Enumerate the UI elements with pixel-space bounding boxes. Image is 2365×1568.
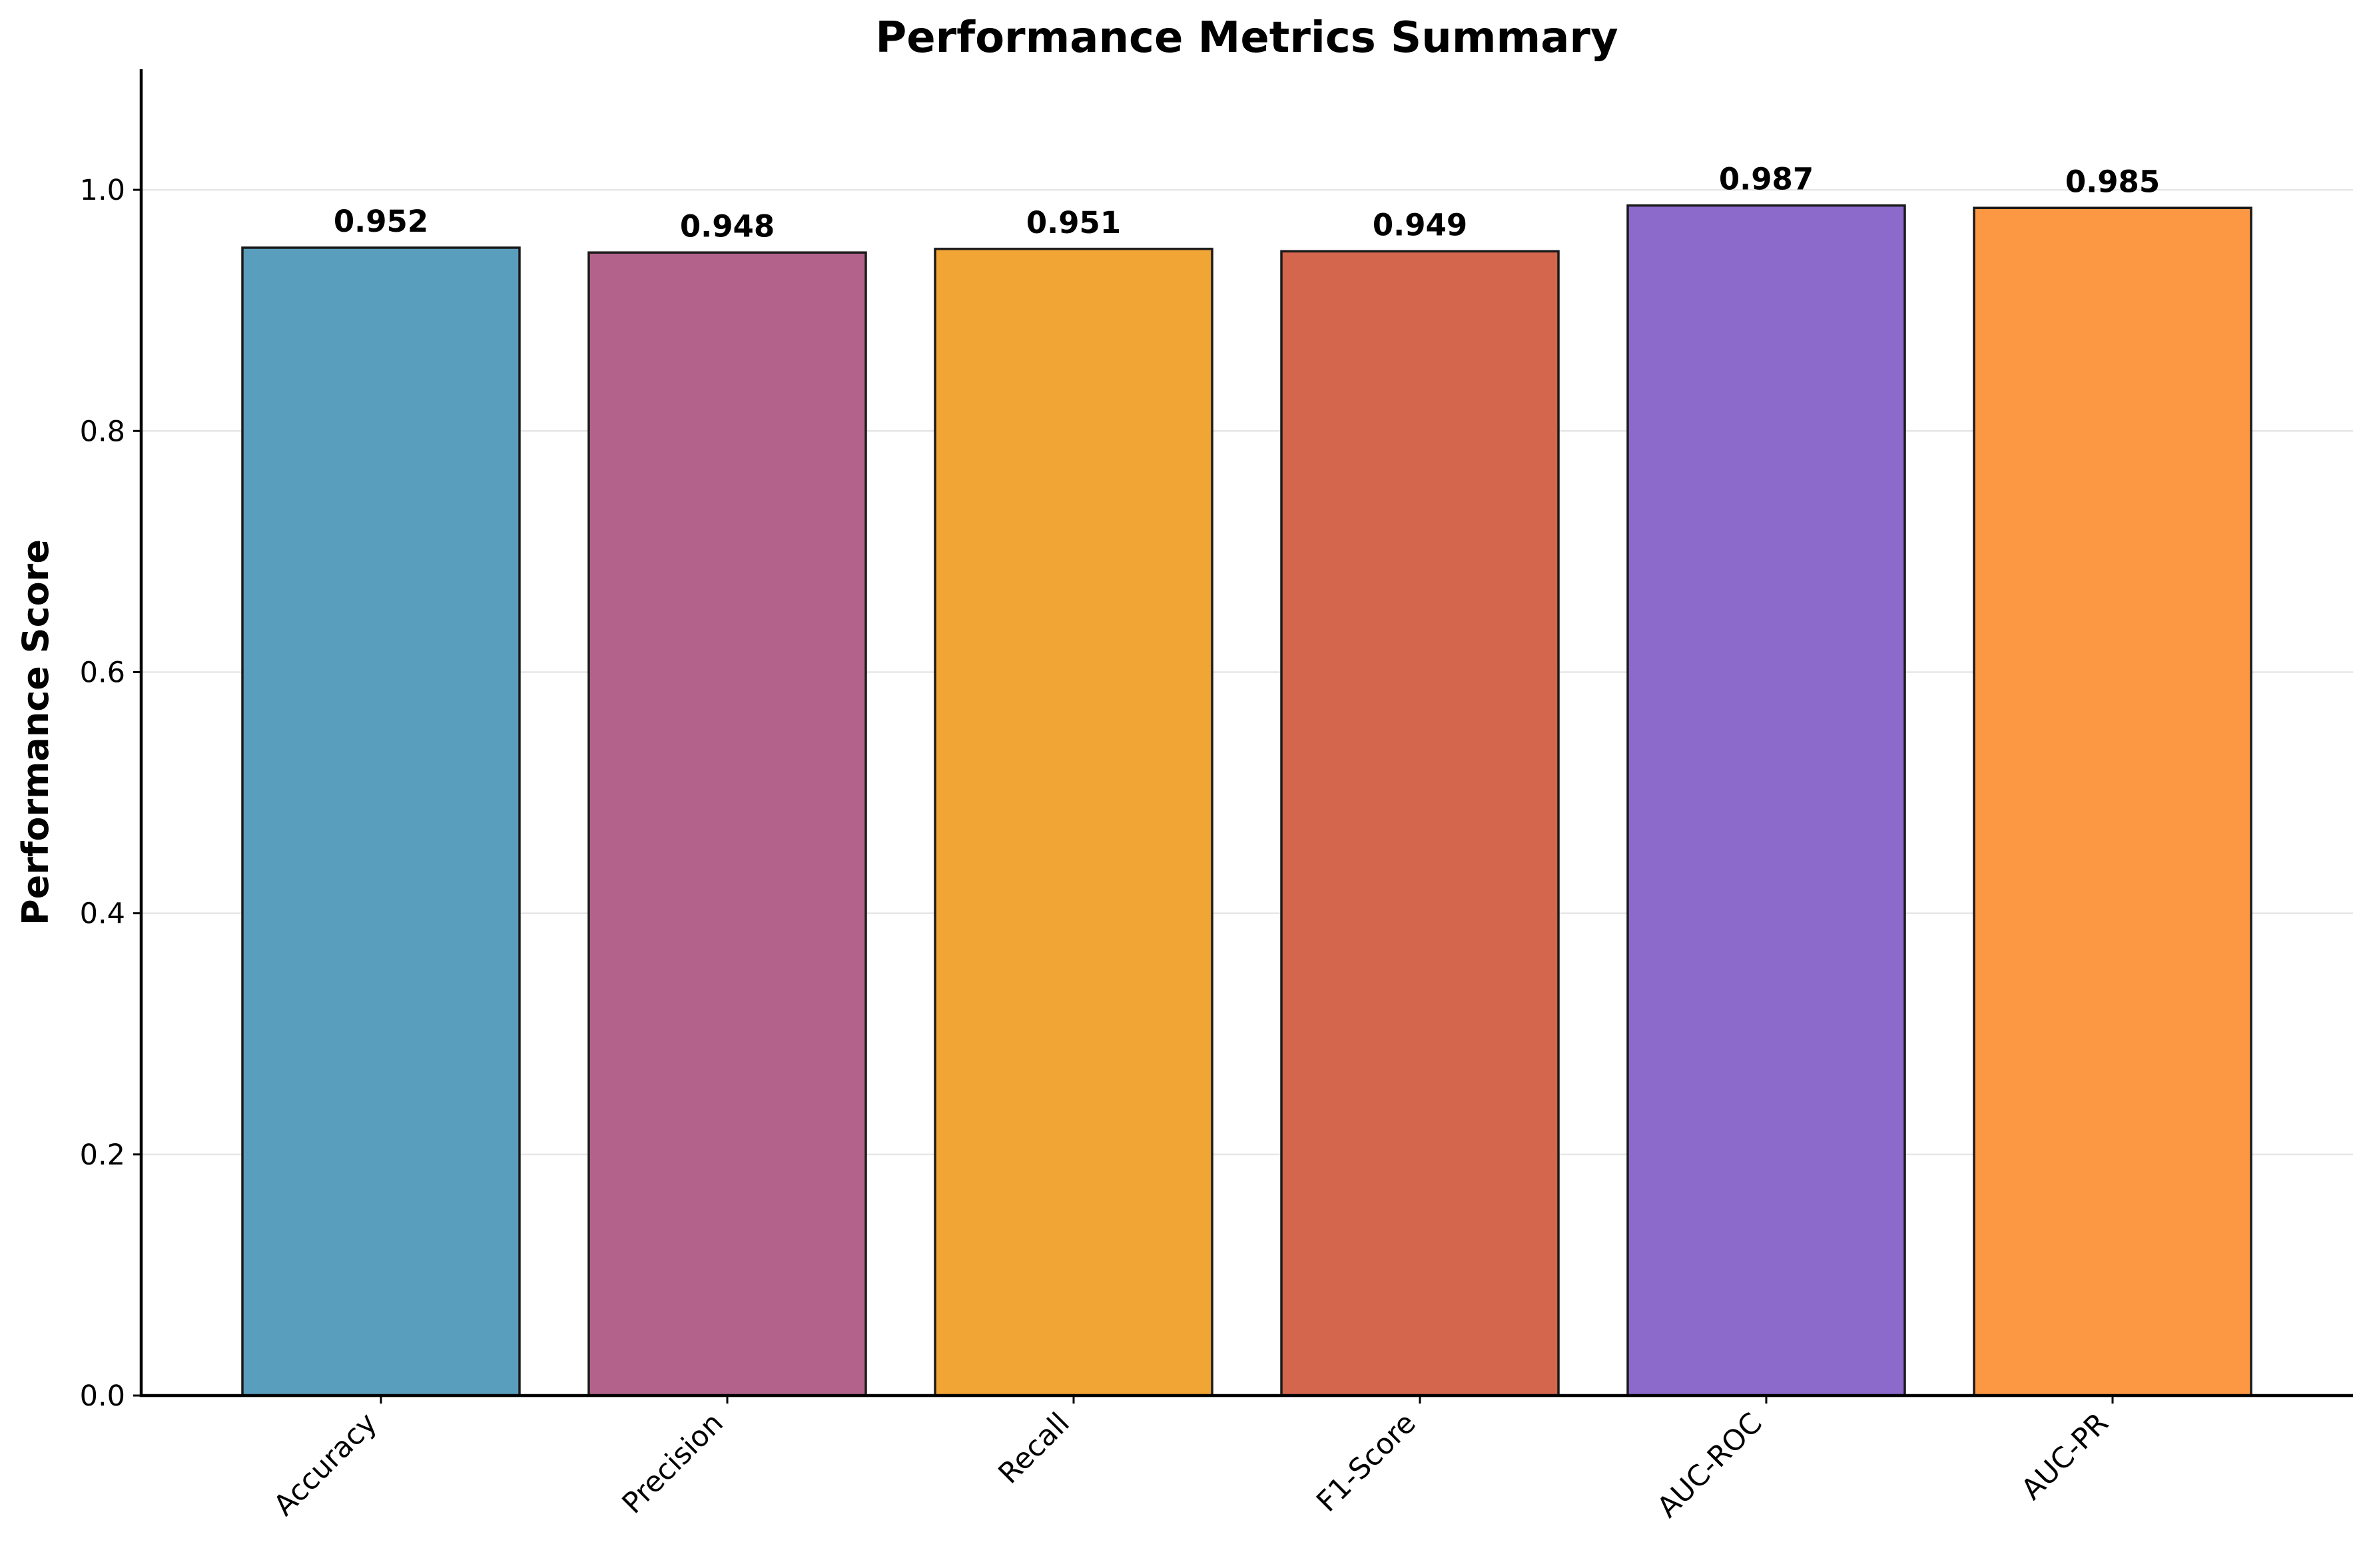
bar-accuracy [241, 246, 521, 1397]
data-label: 0.948 [680, 208, 775, 244]
bar-auc-roc [1626, 204, 1906, 1397]
x-tick-label: F1-Score [1310, 1406, 1422, 1518]
x-tick-label: AUC-PR [2015, 1406, 2115, 1506]
x-ticks: Accuracy Precision Recall F1-Score AUC-ROC AU… [268, 1396, 2115, 1524]
bar-precision [587, 251, 867, 1397]
y-axis-label: Performance Score [15, 539, 57, 925]
axes [139, 69, 2353, 1398]
x-tick-label: Accuracy [268, 1406, 384, 1522]
x-tick-label: Precision [616, 1406, 730, 1520]
data-label: 0.951 [1026, 205, 1121, 240]
y-tick-label: 0.6 [80, 656, 125, 689]
data-label: 0.952 [334, 204, 428, 239]
bars [241, 204, 2252, 1397]
data-label: 0.985 [2065, 164, 2160, 199]
bar-recall [934, 248, 1213, 1397]
y-ticks: 0.0 0.2 0.4 0.6 0.8 1.0 [80, 174, 141, 1413]
y-tick-label: 0.0 [80, 1380, 125, 1413]
y-tick-label: 0.8 [80, 415, 125, 448]
y-tick-label: 0.2 [80, 1139, 125, 1172]
data-label: 0.949 [1373, 207, 1467, 242]
y-tick-label: 0.4 [80, 898, 125, 931]
data-labels: 0.952 0.948 0.951 0.949 0.987 0.985 [334, 162, 2160, 244]
x-tick-label: AUC-ROC [1651, 1406, 1769, 1524]
y-tick-label: 1.0 [80, 174, 125, 207]
bar-auc-pr [1973, 206, 2252, 1397]
chart-title: Performance Metrics Summary [875, 13, 1618, 63]
x-tick-label: Recall [992, 1406, 1076, 1490]
data-label: 0.987 [1719, 162, 1814, 197]
bar-f1-score [1280, 250, 1560, 1397]
